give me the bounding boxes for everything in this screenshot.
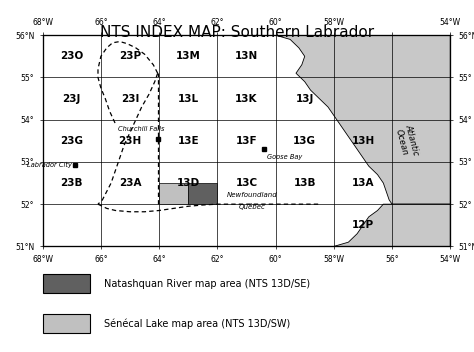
Text: 13D: 13D — [177, 178, 200, 188]
Polygon shape — [275, 35, 450, 204]
Text: Québec: Québec — [239, 203, 266, 210]
Text: 23B: 23B — [61, 178, 83, 188]
Text: 23I: 23I — [121, 94, 139, 103]
Text: 12P: 12P — [352, 220, 374, 230]
Text: 13B: 13B — [293, 178, 316, 188]
Text: 13M: 13M — [176, 51, 201, 61]
Text: 13N: 13N — [235, 51, 258, 61]
Text: 13F: 13F — [236, 136, 257, 146]
Text: 13J: 13J — [295, 94, 314, 103]
Text: Sénécal Lake map area (NTS 13D/SW): Sénécal Lake map area (NTS 13D/SW) — [104, 318, 291, 329]
Text: 13K: 13K — [235, 94, 258, 103]
Text: 23A: 23A — [119, 178, 141, 188]
Text: 13H: 13H — [351, 136, 374, 146]
Text: Atlantic
Ocean: Atlantic Ocean — [393, 123, 420, 159]
Text: 23O: 23O — [60, 51, 83, 61]
Text: Labrador City: Labrador City — [27, 162, 72, 168]
Text: Natashquan River map area (NTS 13D/SE): Natashquan River map area (NTS 13D/SE) — [104, 278, 310, 289]
Bar — [159, 183, 188, 204]
Bar — [188, 183, 218, 204]
Text: 23H: 23H — [118, 136, 142, 146]
Text: 13C: 13C — [236, 178, 257, 188]
Polygon shape — [319, 204, 450, 246]
Text: NTS INDEX MAP: Southern Labrador: NTS INDEX MAP: Southern Labrador — [100, 25, 374, 40]
Text: 13L: 13L — [178, 94, 199, 103]
Text: Newfoundland: Newfoundland — [227, 192, 278, 198]
Text: Churchill Falls: Churchill Falls — [118, 126, 165, 132]
Text: 13E: 13E — [177, 136, 199, 146]
Text: 13A: 13A — [352, 178, 374, 188]
Text: Goose Bay: Goose Bay — [267, 154, 302, 160]
Text: 23G: 23G — [60, 136, 83, 146]
Text: 23P: 23P — [119, 51, 141, 61]
Text: 13G: 13G — [293, 136, 316, 146]
FancyBboxPatch shape — [43, 314, 90, 333]
Text: 23J: 23J — [63, 94, 81, 103]
FancyBboxPatch shape — [43, 274, 90, 293]
